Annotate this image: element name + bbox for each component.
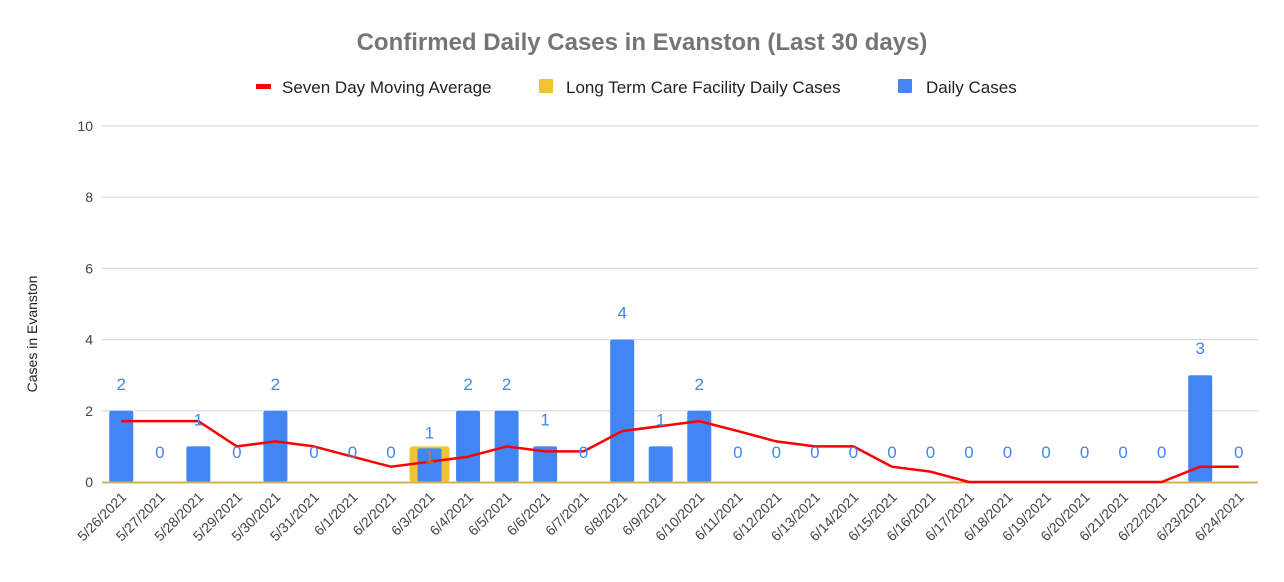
legend-item-ltc[interactable]: Long Term Care Facility Daily Cases xyxy=(539,78,841,97)
daily-cases-data-label: 1 xyxy=(656,410,665,429)
daily-cases-bar[interactable] xyxy=(533,446,558,482)
daily-cases-data-label: 2 xyxy=(117,375,126,394)
daily-cases-data-label: 0 xyxy=(1080,443,1089,462)
daily-cases-bar[interactable] xyxy=(109,410,134,482)
daily-cases-data-label: 0 xyxy=(386,443,395,462)
data-labels: 2 0 1 0 2 0 0 0 1 2 2 1 0 4 1 2 0 0 0 0 0 0 0 0 0 0 0 0 3 0 1 xyxy=(117,304,1244,467)
daily-cases-data-label: 1 xyxy=(425,423,434,442)
legend-item-daily-cases[interactable]: Daily Cases xyxy=(898,78,1017,97)
moving-average-line-group xyxy=(121,419,1239,484)
daily-cases-bar[interactable] xyxy=(456,410,481,482)
daily-cases-data-label: 0 xyxy=(348,443,357,462)
y-tick-label: 2 xyxy=(85,403,93,419)
daily-cases-data-label: 4 xyxy=(617,304,626,323)
y-tick-label: 6 xyxy=(85,260,93,276)
daily-cases-data-label: 0 xyxy=(1003,443,1012,462)
daily-cases-data-label: 2 xyxy=(271,375,280,394)
gridlines xyxy=(102,125,1258,412)
daily-cases-bar[interactable] xyxy=(186,446,211,482)
y-tick-label: 8 xyxy=(85,189,93,205)
daily-cases-data-label: 0 xyxy=(579,443,588,462)
legend-label-ltc: Long Term Care Facility Daily Cases xyxy=(566,78,841,97)
chart-title: Confirmed Daily Cases in Evanston (Last … xyxy=(357,29,928,56)
bars xyxy=(109,339,1213,482)
daily-cases-data-label: 0 xyxy=(155,443,164,462)
daily-cases-data-label: 0 xyxy=(1234,443,1243,462)
daily-cases-data-label: 0 xyxy=(1041,443,1050,462)
legend-label-daily-cases: Daily Cases xyxy=(926,78,1017,97)
y-tick-label: 4 xyxy=(85,332,93,348)
daily-cases-bar[interactable] xyxy=(417,448,442,482)
daily-cases-bar[interactable] xyxy=(648,446,673,482)
daily-cases-data-label: 2 xyxy=(463,375,472,394)
legend: Seven Day Moving Average Long Term Care … xyxy=(256,78,1017,97)
daily-cases-bar[interactable] xyxy=(263,410,288,482)
legend-swatch-daily-cases xyxy=(898,79,912,93)
x-axis-ticks: 5/26/20215/27/20215/28/20215/29/20215/30… xyxy=(74,489,1247,545)
daily-cases-data-label: 3 xyxy=(1195,339,1204,358)
y-axis-ticks: 0 2 4 6 8 10 xyxy=(77,118,93,490)
daily-cases-data-label: 1 xyxy=(194,410,203,429)
daily-cases-data-label: 0 xyxy=(810,443,819,462)
daily-cases-data-label: 2 xyxy=(695,375,704,394)
ltc-data-label: 1 xyxy=(425,447,434,466)
daily-cases-data-label: 0 xyxy=(1118,443,1127,462)
daily-cases-data-label: 0 xyxy=(232,443,241,462)
legend-item-moving-average[interactable]: Seven Day Moving Average xyxy=(256,78,491,97)
daily-cases-bar[interactable] xyxy=(687,410,712,482)
legend-swatch-ltc xyxy=(539,79,553,93)
daily-cases-bar[interactable] xyxy=(610,339,635,482)
daily-cases-data-label: 0 xyxy=(733,443,742,462)
moving-average-line[interactable] xyxy=(121,419,1239,484)
y-tick-label: 0 xyxy=(85,474,93,490)
daily-cases-data-label: 0 xyxy=(849,443,858,462)
daily-cases-data-label: 0 xyxy=(1157,443,1166,462)
daily-cases-data-label: 1 xyxy=(540,410,549,429)
legend-swatch-moving-average xyxy=(256,84,271,89)
daily-cases-data-label: 0 xyxy=(926,443,935,462)
y-axis-title: Cases in Evanston xyxy=(24,276,40,393)
daily-cases-data-label: 2 xyxy=(502,375,511,394)
y-tick-label: 10 xyxy=(77,118,93,134)
legend-label-moving-average: Seven Day Moving Average xyxy=(282,78,491,97)
daily-cases-bar[interactable] xyxy=(1188,375,1213,482)
daily-cases-data-label: 0 xyxy=(964,443,973,462)
daily-cases-data-label: 0 xyxy=(309,443,318,462)
daily-cases-data-label: 0 xyxy=(772,443,781,462)
daily-cases-data-label: 0 xyxy=(887,443,896,462)
